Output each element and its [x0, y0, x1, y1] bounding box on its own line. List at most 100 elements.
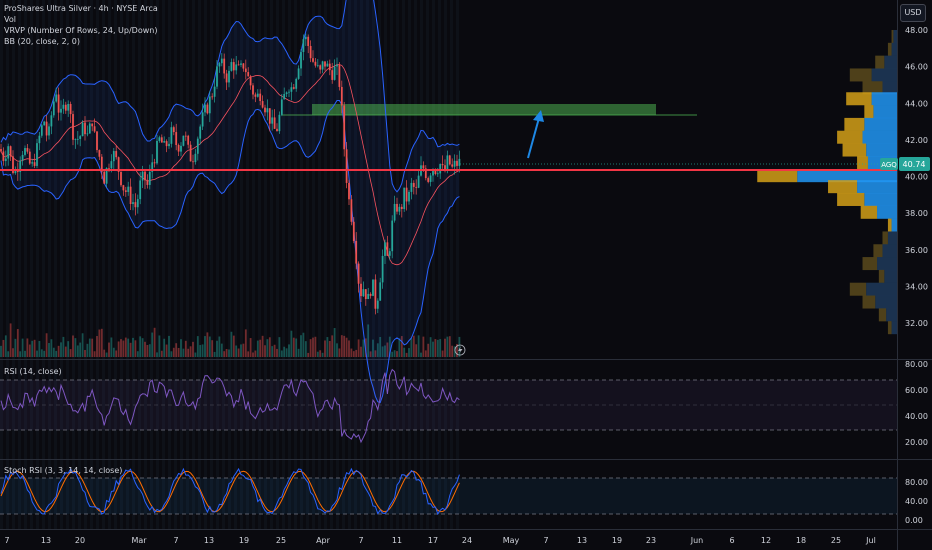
- volume-bar: [458, 336, 461, 357]
- vp-up-row: [877, 257, 897, 271]
- stripe: [324, 0, 327, 529]
- candle-body: [74, 139, 77, 140]
- vp-up-row: [875, 295, 897, 309]
- candle-body: [436, 173, 439, 175]
- stripe: [288, 0, 291, 529]
- volume-bar: [304, 341, 307, 357]
- lightning-icon[interactable]: [454, 344, 466, 356]
- candle-body: [168, 143, 170, 147]
- rsi-tick: 60.00: [905, 386, 928, 395]
- candle-body: [187, 135, 190, 145]
- stripe: [444, 0, 447, 529]
- candle-body: [417, 175, 420, 188]
- symbol-title[interactable]: ProShares Ultra Silver · 4h · NYSE Arca: [4, 4, 158, 13]
- volume-bar: [405, 352, 408, 357]
- vp-down-row: [849, 282, 867, 296]
- candlesticks: [0, 33, 461, 315]
- bb-legend[interactable]: BB (20, close, 2, 0): [4, 37, 80, 46]
- volume-bar: [247, 351, 250, 357]
- candle-body: [456, 160, 458, 166]
- volume-bar: [91, 338, 94, 357]
- volume-bar: [24, 350, 26, 357]
- stripe: [414, 0, 417, 529]
- rsi-legend[interactable]: RSI (14, close): [4, 367, 62, 376]
- volume-bar: [261, 335, 264, 357]
- stripe: [378, 0, 381, 529]
- candle-body: [160, 137, 163, 143]
- volume-bar: [360, 346, 362, 357]
- vrvp-legend[interactable]: VRVP (Number Of Rows, 24, Up/Down): [4, 26, 158, 35]
- candle-body: [76, 138, 79, 140]
- volume-bar: [338, 348, 341, 357]
- candle-body: [216, 66, 218, 87]
- stripe: [120, 0, 123, 529]
- candle-body: [163, 141, 166, 143]
- stripe: [384, 0, 387, 529]
- time-tick: 24: [462, 536, 472, 545]
- volume-bar: [43, 350, 46, 357]
- currency-button[interactable]: USD: [900, 4, 926, 22]
- volume-bar: [300, 335, 302, 357]
- stripe: [306, 0, 309, 529]
- candle-body: [2, 151, 5, 162]
- volume-bar: [69, 349, 72, 357]
- volume-bar: [398, 338, 401, 357]
- stripe: [12, 0, 15, 529]
- volume-bar: [168, 335, 170, 357]
- vp-up-row: [891, 321, 897, 335]
- volume-bar: [199, 345, 202, 357]
- candle-body: [72, 114, 74, 140]
- stripe: [180, 0, 183, 529]
- candle-body: [273, 117, 276, 129]
- volume-bar: [328, 340, 331, 357]
- stripe: [186, 0, 189, 529]
- volume-bar: [357, 339, 360, 357]
- volume-bars: [0, 323, 461, 357]
- stripe: [72, 0, 75, 529]
- candle-body: [232, 62, 235, 71]
- volume-legend[interactable]: Vol: [4, 15, 16, 24]
- volume-bar: [165, 344, 168, 357]
- vertical-stripe-grid: [0, 0, 459, 529]
- resistance-zone-rectangle[interactable]: [312, 104, 656, 115]
- stripe: [222, 0, 225, 529]
- stoch-legend[interactable]: Stoch RSI (3, 3, 14, 14, close): [4, 466, 123, 475]
- volume-bar: [278, 337, 281, 357]
- volume-bar: [136, 351, 139, 357]
- vp-down-row: [875, 55, 885, 69]
- volume-bar: [223, 351, 226, 357]
- volume-bar: [208, 336, 211, 357]
- candle-body: [50, 115, 53, 127]
- stripe: [456, 0, 459, 529]
- candle-body: [369, 293, 372, 296]
- rsi-line: [0, 368, 460, 444]
- candle-body: [348, 182, 350, 200]
- price-tick: 46.00: [905, 63, 928, 72]
- price-scale[interactable]: 48.00 46.00 44.00 42.00 40.00 38.00 36.00 34.00…: [905, 26, 928, 328]
- stripe: [240, 0, 243, 529]
- arrow-up-icon[interactable]: [527, 110, 544, 159]
- candle-body: [242, 63, 245, 69]
- stripe: [30, 0, 33, 529]
- volume-bar: [213, 351, 216, 357]
- rsi-scale[interactable]: 80.00 60.00 40.00 20.00: [905, 360, 928, 447]
- stripe: [24, 0, 27, 529]
- price-tick: 36.00: [905, 246, 928, 255]
- volume-bar: [38, 340, 41, 357]
- volume-bar: [60, 342, 62, 357]
- stripe: [126, 0, 129, 529]
- volume-bar: [201, 344, 204, 357]
- volume-bar: [117, 341, 120, 357]
- stoch-scale[interactable]: 80.00 40.00 0.00: [905, 478, 928, 525]
- vp-down-row: [837, 130, 863, 144]
- volume-bar: [0, 345, 2, 357]
- candle-body: [124, 190, 127, 192]
- candle-body: [432, 169, 434, 176]
- candle-body: [194, 153, 197, 163]
- time-tick: 20: [75, 536, 85, 545]
- volume-bar: [403, 347, 406, 357]
- volume-bar: [12, 348, 14, 357]
- time-tick: 13: [577, 536, 587, 545]
- time-axis[interactable]: 7 13 20 Mar 7 13 19 25 Apr 7 11 17 24 May 7 13 19 23 Jun 6 1…: [4, 536, 875, 545]
